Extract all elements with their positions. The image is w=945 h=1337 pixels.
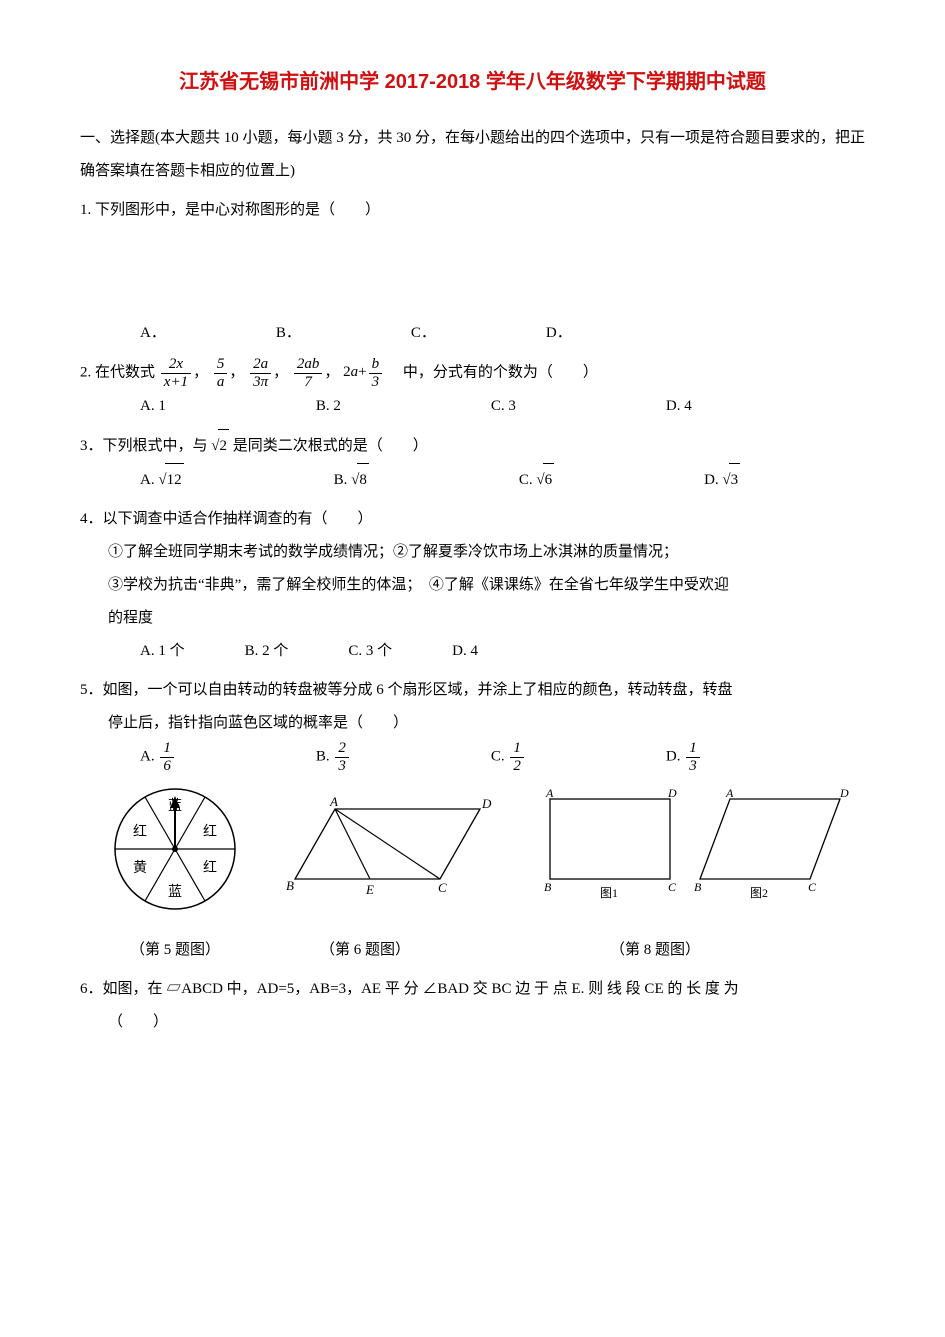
svg-text:图1: 图1 xyxy=(600,886,618,900)
q4-line-1: ①了解全班同学期末考试的数学成绩情况；②了解夏季冷饮市场上冰淇淋的质量情况； xyxy=(80,536,865,569)
q1-choices: A． B． C． D． xyxy=(80,317,865,350)
q3-choice-b: B. 8 xyxy=(334,463,369,497)
svg-text:A: A xyxy=(329,794,338,809)
q3-choice-a: A. 12 xyxy=(140,463,184,497)
q1-choice-d: D． xyxy=(546,317,572,350)
svg-text:C: C xyxy=(668,880,677,894)
question-1: 1. 下列图形中，是中心对称图形的是（ ） A． B． C． D． xyxy=(80,194,865,350)
q4-stem: 4．以下调查中适合作抽样调查的有（ ） xyxy=(80,503,865,536)
svg-text:红: 红 xyxy=(203,860,217,876)
q2-choice-d: D. 4 xyxy=(666,390,692,423)
figure-8-label: （第 8 题图） xyxy=(610,934,700,967)
question-6: 6．如图，在 ▱ABCD 中，AD=5，AB=3，AE 平 分 ∠BAD 交 B… xyxy=(80,973,865,1039)
svg-text:C: C xyxy=(438,880,447,895)
q5-choice-a: A. 16 xyxy=(140,740,176,774)
q2-frac-2: 5a xyxy=(214,356,228,390)
q5-stem-2: 停止后，指针指向蓝色区域的概率是（ ） xyxy=(80,707,865,740)
svg-text:A: A xyxy=(545,789,554,800)
question-4: 4．以下调查中适合作抽样调查的有（ ） ①了解全班同学期末考试的数学成绩情况；②… xyxy=(80,503,865,668)
q5-choices: A. 16 B. 23 C. 12 D. 13 xyxy=(80,740,865,774)
svg-text:D: D xyxy=(839,789,849,800)
figure-5-label: （第 5 题图） xyxy=(130,934,220,967)
section-1-header: 一、选择题(本大题共 10 小题，每小题 3 分，共 30 分，在每小题给出的四… xyxy=(80,122,865,188)
q1-choice-a: A． xyxy=(140,317,166,350)
figure-label-row: （第 5 题图） （第 6 题图） （第 8 题图） xyxy=(80,934,865,967)
figure-spinner: 蓝 红 红 蓝 黄 红 xyxy=(110,784,240,914)
q2-frac-3: 2a3π xyxy=(250,356,271,390)
q3-choice-d: D. 3 xyxy=(704,463,740,497)
q1-choice-c: C． xyxy=(411,317,436,350)
q2-frac-4: 2ab7 xyxy=(294,356,323,390)
q2-choice-c: C. 3 xyxy=(491,390,516,423)
page-title: 江苏省无锡市前洲中学 2017-2018 学年八年级数学下学期期中试题 xyxy=(80,60,865,104)
q6-stem-1: 6．如图，在 ▱ABCD 中，AD=5，AB=3，AE 平 分 ∠BAD 交 B… xyxy=(80,973,865,1006)
q4-choice-b: B. 2 个 xyxy=(245,635,289,668)
svg-text:D: D xyxy=(481,796,492,811)
q5-choice-b: B. 23 xyxy=(316,740,351,774)
q4-choice-d: D. 4 xyxy=(452,635,478,668)
q2-prefix: 2. 在代数式 xyxy=(80,364,155,380)
svg-text:B: B xyxy=(544,880,552,894)
q3-choice-c: C. 6 xyxy=(519,463,554,497)
q2-expr-5: 2a+b3 xyxy=(343,364,384,380)
svg-text:蓝: 蓝 xyxy=(168,884,182,900)
svg-text:A: A xyxy=(725,789,734,800)
q2-frac-1: 2xx+1 xyxy=(161,356,191,390)
q2-suffix: 中，分式有的个数为（ ） xyxy=(403,364,598,380)
svg-text:E: E xyxy=(365,882,374,897)
q5-choice-d: D. 13 xyxy=(666,740,702,774)
q2-choice-b: B. 2 xyxy=(316,390,341,423)
q2-choice-a: A. 1 xyxy=(140,390,166,423)
q4-choice-a: A. 1 个 xyxy=(140,635,185,668)
question-3: 3．下列根式中，与 2 是同类二次根式的是（ ） A. 12 B. 8 C. 6… xyxy=(80,429,865,497)
svg-text:图2: 图2 xyxy=(750,886,768,900)
q3-stem-1: 3．下列根式中，与 xyxy=(80,438,208,454)
q3-stem-2: 是同类二次根式的是（ ） xyxy=(233,438,428,454)
svg-text:红: 红 xyxy=(203,824,217,840)
q4-choices: A. 1 个 B. 2 个 C. 3 个 D. 4 xyxy=(80,635,865,668)
q5-stem-1: 5．如图，一个可以自由转动的转盘被等分成 6 个扇形区域，并涂上了相应的颜色，转… xyxy=(80,674,865,707)
question-2: 2. 在代数式 2xx+1， 5a， 2a3π， 2ab7， 2a+b3 中，分… xyxy=(80,356,865,423)
q2-choices: A. 1 B. 2 C. 3 D. 4 xyxy=(80,390,865,423)
q5-choice-c: C. 12 xyxy=(491,740,526,774)
q3-choices: A. 12 B. 8 C. 6 D. 3 xyxy=(80,463,865,497)
svg-text:C: C xyxy=(808,880,817,894)
q1-choice-b: B． xyxy=(276,317,301,350)
figure-parallelogram-aefc: A D B C E xyxy=(280,794,500,904)
svg-text:黄: 黄 xyxy=(133,859,147,876)
figure-6-label: （第 6 题图） xyxy=(320,934,410,967)
q4-line-2: ③学校为抗击“非典”，需了解全校师生的体温； ④了解《课课练》在全省七年级学生中… xyxy=(80,569,865,602)
svg-text:B: B xyxy=(286,878,294,893)
svg-text:D: D xyxy=(667,789,677,800)
q6-stem-2: （ ） xyxy=(80,1006,865,1039)
figure-rect-and-parallelogram: A D B C 图1 A D B C 图2 xyxy=(540,789,850,909)
svg-text:红: 红 xyxy=(133,824,147,840)
figure-row: 蓝 红 红 蓝 黄 红 A D B C E A D B C 图1 A D B C… xyxy=(110,784,865,914)
q1-stem: 1. 下列图形中，是中心对称图形的是（ ） xyxy=(80,194,865,227)
q4-choice-c: C. 3 个 xyxy=(348,635,392,668)
question-5: 5．如图，一个可以自由转动的转盘被等分成 6 个扇形区域，并涂上了相应的颜色，转… xyxy=(80,674,865,774)
svg-text:B: B xyxy=(694,880,702,894)
q3-sqrt-2: 2 xyxy=(211,429,229,463)
q4-line-3: 的程度 xyxy=(80,602,865,635)
